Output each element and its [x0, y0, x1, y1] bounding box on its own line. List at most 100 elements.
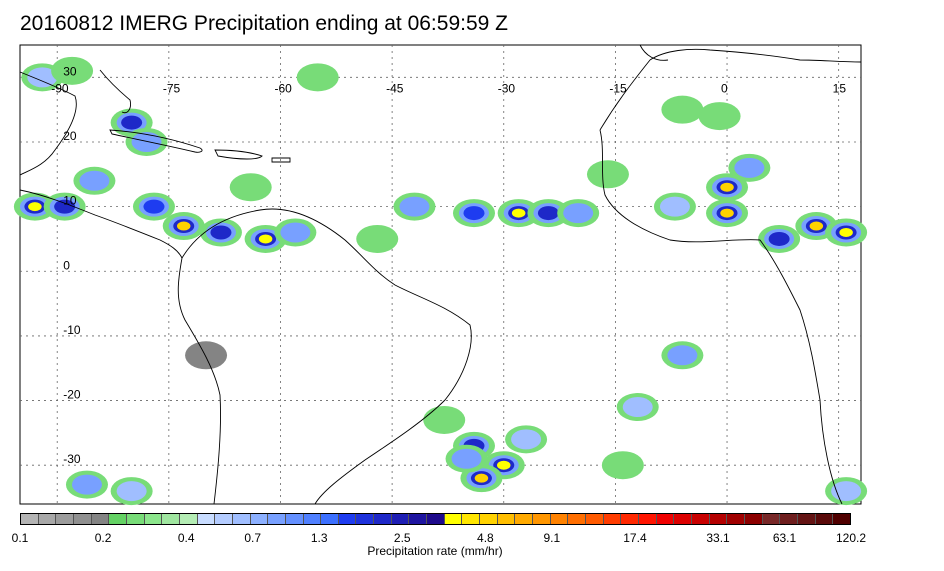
latitude-label: 10: [63, 194, 77, 208]
colorbar-swatch: [709, 514, 728, 524]
colorbar-swatch: [268, 514, 286, 524]
latitude-label: -10: [63, 323, 81, 337]
colorbar-swatch: [550, 514, 569, 524]
precip-cell: [27, 67, 58, 88]
colorbar-swatch: [356, 514, 375, 524]
colorbar-tick-label: 0.7: [244, 531, 262, 545]
colorbar-swatch: [391, 514, 410, 524]
colorbar-swatch: [656, 514, 675, 524]
precip-cell: [563, 203, 594, 224]
precip-cell: [601, 451, 644, 480]
precip-cell: [661, 95, 704, 124]
graticule-labels: -90 -75 -60 -45 -30 -15 0 15 30 20 10 0 -10 -20 -30: [51, 64, 846, 466]
colorbar-swatch: [73, 514, 92, 524]
colorbar-swatch: [56, 514, 74, 524]
colorbar-tick-label: 120.2: [835, 531, 867, 545]
coastline-south-america-west: [177, 257, 221, 505]
longitude-label: 15: [833, 81, 847, 95]
colorbar-swatch: [444, 514, 463, 524]
coastline-cuba: [109, 129, 203, 153]
colorbar-swatch: [303, 514, 322, 524]
colorbar-swatch: [374, 514, 392, 524]
colorbar-swatch: [109, 514, 127, 524]
colorbar-swatch: [179, 514, 198, 524]
precip-cell: [839, 227, 853, 237]
precip-cell: [720, 182, 734, 192]
precip-cell: [176, 221, 191, 231]
precip-cell: [229, 173, 272, 202]
colorbar-swatch: [691, 514, 710, 524]
coastline-north-africa: [599, 48, 862, 131]
colorbar-swatch: [515, 514, 534, 524]
precip-cell: [71, 474, 102, 495]
precip-cell: [79, 170, 110, 191]
precipitation-field: [13, 56, 868, 506]
colorbar-swatch: [21, 514, 39, 524]
precip-cell: [121, 115, 143, 130]
colorbar-swatch: [603, 514, 622, 524]
colorbar-swatch: [762, 514, 781, 524]
coastlines: [19, 44, 862, 505]
colorbar-swatch: [409, 514, 428, 524]
longitude-label: -90: [51, 81, 69, 95]
precip-cell: [720, 208, 734, 218]
colorbar-swatch: [780, 514, 798, 524]
precip-cell: [451, 448, 482, 469]
colorbar-swatch: [833, 514, 850, 524]
colorbar-swatch: [232, 514, 251, 524]
colorbar-swatch: [586, 514, 604, 524]
colorbar-swatch: [533, 514, 551, 524]
precipitation-map[interactable]: -90 -75 -60 -45 -30 -15 0 15 30 20 10 0 -10 -20 -30: [0, 0, 944, 510]
precip-cell: [809, 221, 824, 231]
precip-cell: [537, 206, 559, 221]
precip-cell: [586, 160, 629, 189]
colorbar-tick-label: 4.8: [477, 531, 494, 545]
precip-cell: [399, 196, 430, 217]
latitude-label: 20: [63, 129, 77, 143]
colorbar-swatch: [744, 514, 763, 524]
colorbar-tick-label: 17.4: [623, 531, 647, 545]
map-title: 20160812 IMERG Precipitation ending at 0…: [20, 12, 508, 35]
colorbar-tick-label: 1.3: [310, 531, 328, 545]
colorbar-tick-label: 63.1: [772, 531, 797, 545]
colorbar-tick-label: 2.5: [393, 531, 411, 545]
precip-cell: [280, 222, 311, 243]
colorbar-swatch: [621, 514, 639, 524]
precip-cell: [185, 341, 228, 370]
colorbar-tick-label: 0.4: [177, 531, 195, 545]
longitude-label: 0: [721, 81, 728, 95]
precip-cell: [54, 199, 76, 214]
coastline-hispaniola: [214, 149, 263, 160]
precip-cell: [210, 225, 232, 240]
longitude-label: -75: [163, 81, 181, 95]
precip-cell: [622, 397, 653, 418]
colorbar-swatch: [727, 514, 745, 524]
precip-cell: [511, 429, 542, 450]
colorbar: [20, 513, 851, 525]
colorbar-swatch: [285, 514, 304, 524]
precip-cell: [423, 405, 466, 434]
precip-cell: [698, 102, 741, 131]
precip-cell: [831, 481, 862, 502]
precip-cell: [511, 208, 526, 218]
precip-cell: [356, 224, 399, 253]
colorbar-swatch: [38, 514, 57, 524]
colorbar-swatch: [462, 514, 481, 524]
colorbar-swatch: [638, 514, 657, 524]
coastline-africa: [599, 129, 843, 505]
latitude-label: 0: [63, 258, 70, 272]
graticule: [20, 45, 861, 504]
colorbar-swatch: [215, 514, 233, 524]
colorbar-swatch: [497, 514, 516, 524]
precip-cell: [667, 345, 698, 366]
colorbar-swatch: [321, 514, 339, 524]
latitude-label: -30: [63, 452, 81, 466]
colorbar-tick-label: 9.1: [543, 531, 561, 545]
colorbar-swatch: [480, 514, 498, 524]
colorbar-swatch: [250, 514, 269, 524]
coastline-central-america: [19, 189, 183, 259]
precip-cell: [143, 199, 165, 214]
longitude-label: -30: [498, 81, 516, 95]
colorbar-tick-label: 0.2: [94, 531, 112, 545]
colorbar-tick-label: 33.1: [706, 531, 730, 545]
